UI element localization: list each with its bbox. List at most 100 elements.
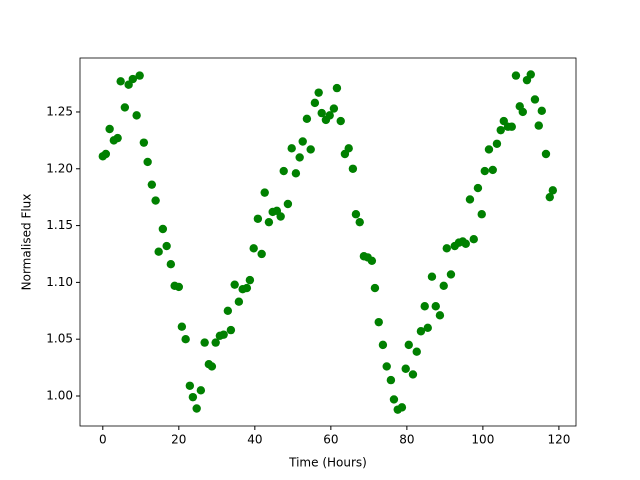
- point: [143, 157, 152, 167]
- point: [158, 224, 168, 234]
- point: [211, 338, 220, 347]
- point: [336, 116, 345, 126]
- point: [367, 256, 377, 266]
- x-tick-label: 80: [399, 433, 414, 447]
- point: [488, 165, 497, 175]
- point: [116, 77, 125, 86]
- point: [484, 145, 494, 154]
- point: [439, 281, 448, 290]
- x-tick-label: 20: [171, 433, 186, 447]
- point: [446, 270, 456, 279]
- point: [382, 362, 391, 371]
- point: [242, 283, 252, 293]
- point: [442, 244, 451, 253]
- point: [185, 381, 195, 390]
- y-tick-label: 1.15: [46, 218, 73, 232]
- point: [412, 347, 421, 356]
- point: [279, 166, 288, 176]
- point: [306, 145, 315, 154]
- x-tick-label: 0: [99, 433, 107, 447]
- point: [260, 188, 269, 197]
- point: [435, 311, 445, 320]
- point: [389, 395, 399, 404]
- point: [492, 139, 502, 148]
- point: [154, 247, 163, 256]
- point: [257, 249, 266, 259]
- point: [234, 297, 244, 306]
- point: [310, 98, 320, 108]
- point: [401, 364, 410, 373]
- point: [105, 124, 114, 134]
- point: [298, 137, 307, 146]
- point: [245, 275, 255, 285]
- point: [132, 111, 141, 120]
- point: [427, 272, 437, 281]
- point: [151, 196, 160, 205]
- point: [469, 235, 478, 244]
- point: [314, 88, 323, 97]
- point: [207, 362, 217, 371]
- point: [177, 322, 187, 331]
- point: [507, 122, 516, 131]
- point: [101, 149, 111, 159]
- point: [408, 370, 418, 379]
- point: [219, 330, 228, 339]
- point: [374, 317, 383, 327]
- point: [537, 106, 546, 116]
- point: [465, 195, 475, 204]
- point: [253, 214, 263, 223]
- point: [174, 282, 184, 292]
- point: [135, 71, 144, 80]
- point: [541, 149, 551, 159]
- point: [196, 386, 206, 395]
- point: [200, 338, 209, 347]
- point: [188, 392, 198, 402]
- point: [329, 104, 339, 113]
- y-tick-label: 1.05: [46, 332, 73, 346]
- y-tick-label: 1.25: [46, 104, 73, 118]
- point: [386, 375, 396, 385]
- point: [545, 192, 554, 202]
- point: [355, 217, 364, 227]
- point: [325, 111, 334, 120]
- point: [526, 70, 535, 79]
- point: [404, 340, 413, 350]
- point: [287, 144, 296, 153]
- point: [113, 133, 122, 143]
- point: [139, 138, 149, 147]
- point: [431, 302, 440, 311]
- point: [166, 260, 176, 269]
- point: [223, 306, 233, 315]
- point: [348, 164, 358, 173]
- point: [302, 114, 312, 123]
- point: [162, 241, 171, 251]
- x-tick-label: 60: [323, 433, 338, 447]
- point: [351, 210, 361, 219]
- point: [420, 302, 429, 311]
- point: [480, 166, 489, 176]
- point: [496, 125, 505, 135]
- point: [548, 186, 558, 195]
- point: [283, 199, 293, 209]
- y-tick-label: 1.10: [46, 275, 73, 289]
- x-tick-label: 120: [547, 433, 570, 447]
- y-tick-label: 1.00: [46, 389, 73, 403]
- point: [128, 74, 138, 84]
- point: [473, 183, 483, 193]
- y-axis-label: Normalised Flux: [20, 194, 34, 291]
- point: [181, 334, 190, 344]
- point: [423, 323, 432, 333]
- point: [378, 340, 388, 350]
- y-tick-label: 1.20: [46, 161, 73, 175]
- point: [461, 239, 470, 248]
- point: [332, 83, 342, 93]
- x-tick-label: 40: [247, 433, 262, 447]
- point: [416, 327, 426, 336]
- point: [230, 280, 239, 289]
- point: [192, 404, 201, 413]
- point: [317, 108, 326, 118]
- point: [397, 403, 407, 412]
- point: [477, 210, 486, 219]
- point: [534, 121, 543, 130]
